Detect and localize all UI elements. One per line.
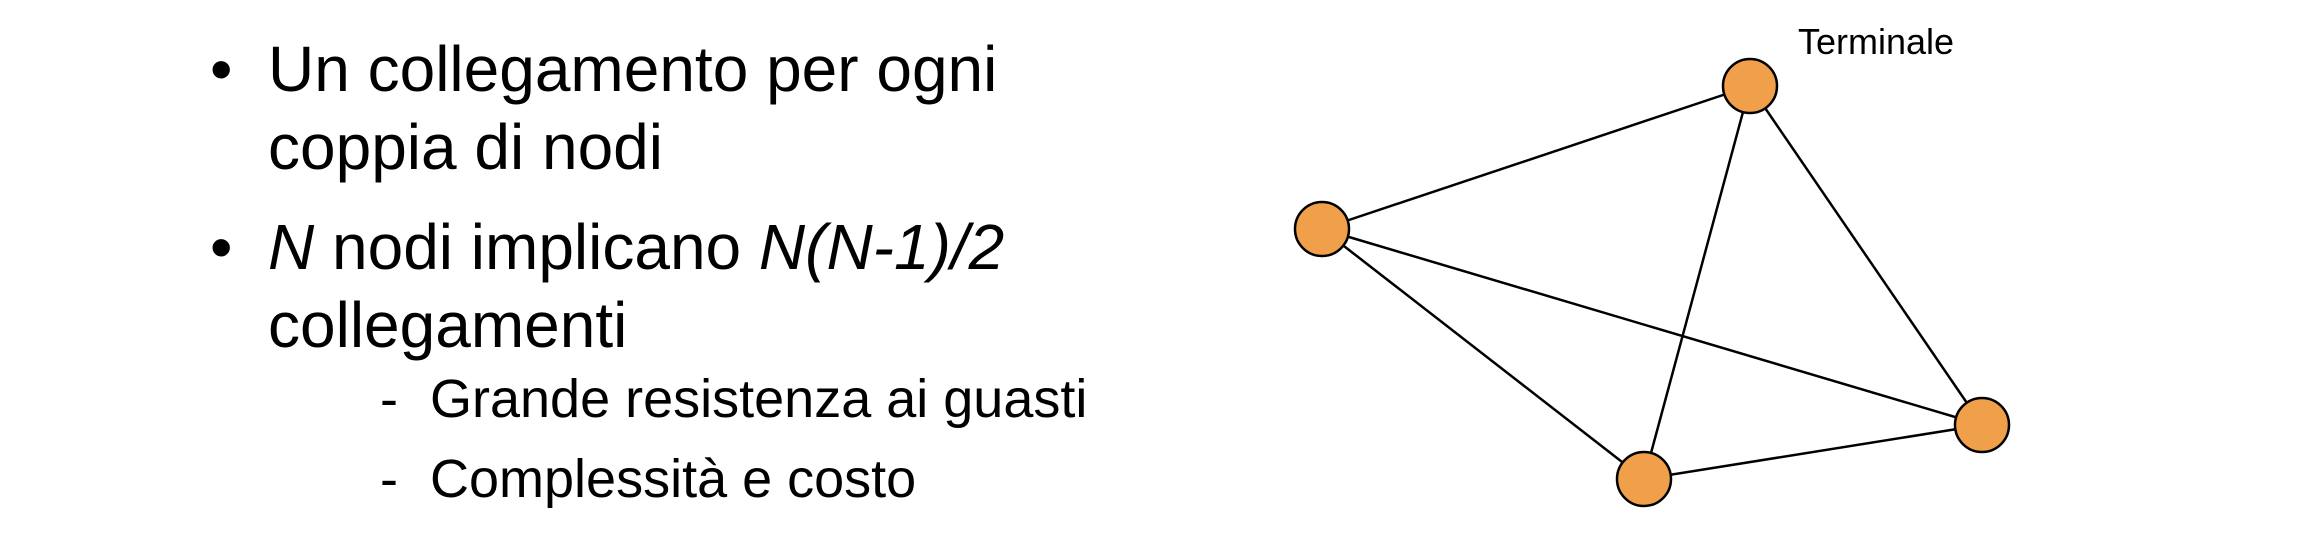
bullet-dot: • xyxy=(210,33,233,105)
nodes xyxy=(1293,57,2011,508)
sub-bullet-list: - Grande resistenza ai guasti - Compless… xyxy=(268,366,1210,512)
sub-dash: - xyxy=(380,449,398,509)
link-top-right xyxy=(1748,85,1984,426)
sub-dash: - xyxy=(380,369,398,429)
bullet-line-2: collegamenti xyxy=(268,289,628,361)
link-left-right xyxy=(1321,227,1983,427)
sub-item-text: Grande resistenza ai guasti xyxy=(430,369,1088,429)
node-left xyxy=(1293,200,1351,258)
bullet-dot: • xyxy=(210,211,233,283)
links xyxy=(1321,84,1984,481)
node-bottom xyxy=(1615,450,1673,508)
link-left-bottom xyxy=(1321,228,1645,480)
bullet-line-2: coppia di nodi xyxy=(268,111,663,183)
links-formula: N(N-1)/2 xyxy=(758,211,1005,283)
terminal-label: Terminale xyxy=(1798,21,1954,62)
link-top-bottom xyxy=(1642,85,1752,480)
bullet-list: • Un collegamento per ogni coppia di nod… xyxy=(210,30,1210,534)
node-top xyxy=(1721,57,1779,115)
bullet-middle-text: nodi implicano xyxy=(314,211,759,283)
bullet-formula-line: N nodi implicano N(N-1)/2 xyxy=(268,208,1210,286)
sub-item-text: Complessità e costo xyxy=(430,449,917,509)
n-variable: N xyxy=(268,211,315,283)
link-left-top xyxy=(1321,84,1751,231)
bullet-item-full-mesh: • Un collegamento per ogni coppia di nod… xyxy=(210,30,1210,186)
bullet-item-links-count: • N nodi implicano N(N-1)/2 collegamenti… xyxy=(210,208,1210,512)
sub-item-fault-tolerance: - Grande resistenza ai guasti xyxy=(268,366,1210,432)
link-bottom-right xyxy=(1643,423,1983,481)
node-right xyxy=(1953,396,2011,454)
sub-item-complexity-cost: - Complessità e costo xyxy=(268,446,1210,512)
bullet-line-1: Un collegamento per ogni xyxy=(268,33,998,105)
